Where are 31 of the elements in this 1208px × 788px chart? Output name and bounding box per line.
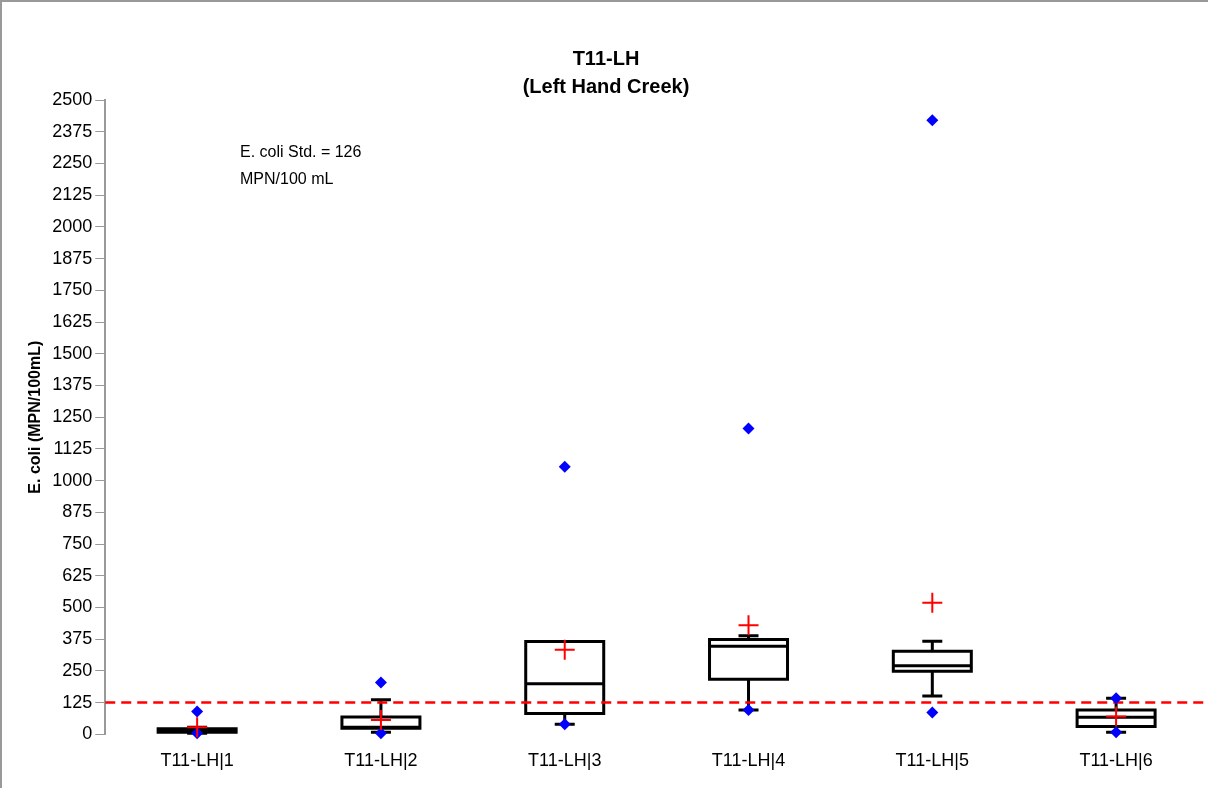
x-tick-label: T11-LH|3 bbox=[528, 750, 602, 771]
x-tick-label: T11-LH|4 bbox=[711, 750, 786, 771]
y-tick-label: 500 bbox=[62, 596, 93, 617]
y-tick-label: 750 bbox=[62, 533, 93, 554]
y-tick-label: 2125 bbox=[52, 184, 93, 205]
y-tick-label: 1250 bbox=[52, 406, 93, 427]
y-tick-label: 1500 bbox=[52, 342, 93, 363]
x-tick-label: T11-LH|1 bbox=[160, 750, 234, 771]
chart-title: T11-LH bbox=[571, 46, 641, 71]
x-tick-label: T11-LH|2 bbox=[344, 750, 418, 771]
y-tick-label: 0 bbox=[82, 723, 93, 744]
y-tick-label: 1625 bbox=[52, 311, 93, 332]
y-tick-label: 2375 bbox=[52, 120, 93, 141]
y-tick-label: 1875 bbox=[52, 247, 93, 268]
chart-subtitle: (Left Hand Creek) bbox=[522, 75, 690, 97]
y-tick-label: 625 bbox=[62, 564, 93, 585]
y-axis-title: E. coli (MPN/100mL) bbox=[26, 340, 44, 494]
x-tick-label: T11-LH|6 bbox=[1079, 750, 1153, 771]
y-tick-label: 2250 bbox=[52, 152, 93, 173]
y-tick-label: 375 bbox=[62, 628, 93, 649]
y-tick-label: 2500 bbox=[52, 88, 93, 109]
annotation: E. coli Std. = 126 MPN/100 mL bbox=[240, 142, 363, 189]
y-tick-label: 1750 bbox=[52, 279, 93, 300]
y-tick-label: 2000 bbox=[52, 215, 93, 236]
x-tick-label: T11-LH|5 bbox=[895, 750, 969, 771]
y-tick-label: 1000 bbox=[52, 469, 93, 490]
y-tick-label: 250 bbox=[62, 659, 93, 680]
y-tick-label: 1125 bbox=[53, 437, 93, 458]
y-tick-label: 1375 bbox=[52, 374, 93, 395]
y-tick-label: 125 bbox=[62, 691, 93, 712]
y-tick-label: 875 bbox=[62, 501, 93, 522]
